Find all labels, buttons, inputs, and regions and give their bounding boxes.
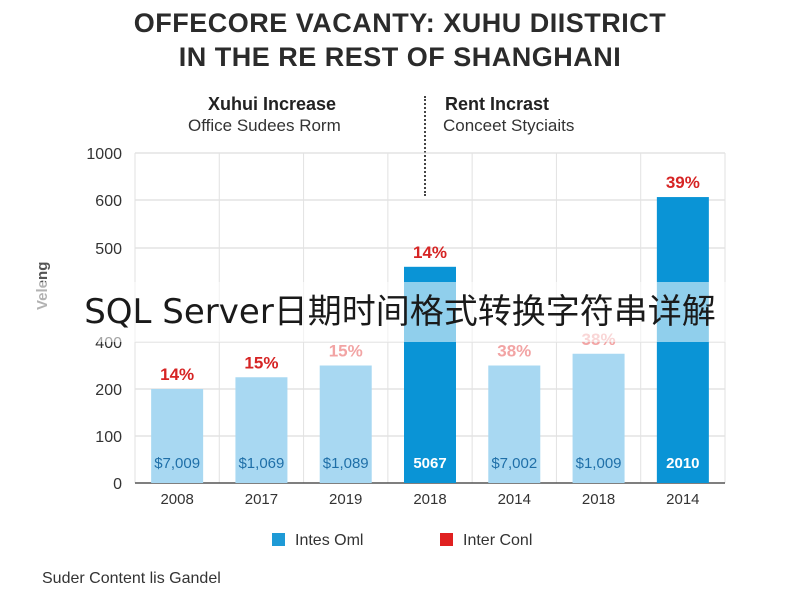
bar-value-label: 2010: [666, 455, 699, 472]
y-tick-label: 600: [95, 193, 122, 210]
overlay-banner-background: [0, 282, 800, 342]
bar: [488, 365, 541, 483]
bar: [151, 389, 204, 483]
chart-title-line-1: OFFECORE VACANTY: XUHU DIISTRICT: [133, 8, 667, 38]
right-subtitle-heading: Rent Incrast: [445, 94, 550, 114]
x-tick-label: 2014: [666, 491, 699, 508]
left-subtitle-text: Office Sudees Rorm: [188, 116, 341, 135]
x-tick-label: 2018: [413, 491, 446, 508]
legend-item-2: Inter Conl: [440, 532, 532, 550]
y-tick-label: 200: [95, 382, 122, 399]
bar: [319, 365, 372, 483]
bar-value-label: $1,089: [323, 455, 369, 472]
y-tick-label: 100: [95, 429, 122, 446]
y-tick-label: 500: [95, 241, 122, 258]
percent-label: 14%: [160, 365, 194, 384]
y-tick-label: 0: [113, 476, 122, 493]
x-tick-label: 2017: [245, 491, 278, 508]
legend-swatch-blue: [272, 533, 285, 546]
percent-label: 38%: [497, 342, 531, 361]
legend-label-2: Inter Conl: [463, 532, 533, 549]
y-tick-label: 1000: [86, 146, 122, 163]
bar-value-label: $1,009: [576, 455, 622, 472]
bar-value-label: $1,069: [238, 455, 284, 472]
legend-label-1: Intes Oml: [295, 532, 364, 549]
footer-note: Suder Content lis Gandel: [42, 570, 221, 587]
percent-label: 39%: [666, 173, 700, 192]
bar-value-label: $7,002: [491, 455, 537, 472]
percent-label: 15%: [244, 353, 278, 372]
subtitle-divider: [424, 96, 426, 196]
left-subtitle-heading: Xuhui Increase: [208, 94, 337, 114]
legend-swatch-red: [440, 533, 453, 546]
legend-item-1: Intes Oml: [272, 532, 363, 550]
x-tick-label: 2018: [582, 491, 615, 508]
bar: [572, 353, 625, 483]
x-tick-label: 2014: [498, 491, 531, 508]
bar-value-label: 5067: [413, 455, 446, 472]
x-tick-label: 2008: [160, 491, 193, 508]
x-tick-label: 2019: [329, 491, 362, 508]
overlay-banner-text: SQL Server日期时间格式转换字符串详解: [84, 292, 716, 332]
chart-title-line-2: IN THE RE REST OF SHANGHANI: [178, 42, 622, 72]
right-subtitle-text: Conceet Styciaits: [443, 116, 575, 135]
bar-value-label: $7,009: [154, 455, 200, 472]
percent-label: 14%: [413, 243, 447, 262]
bar: [235, 377, 288, 483]
percent-label: 15%: [329, 342, 363, 361]
